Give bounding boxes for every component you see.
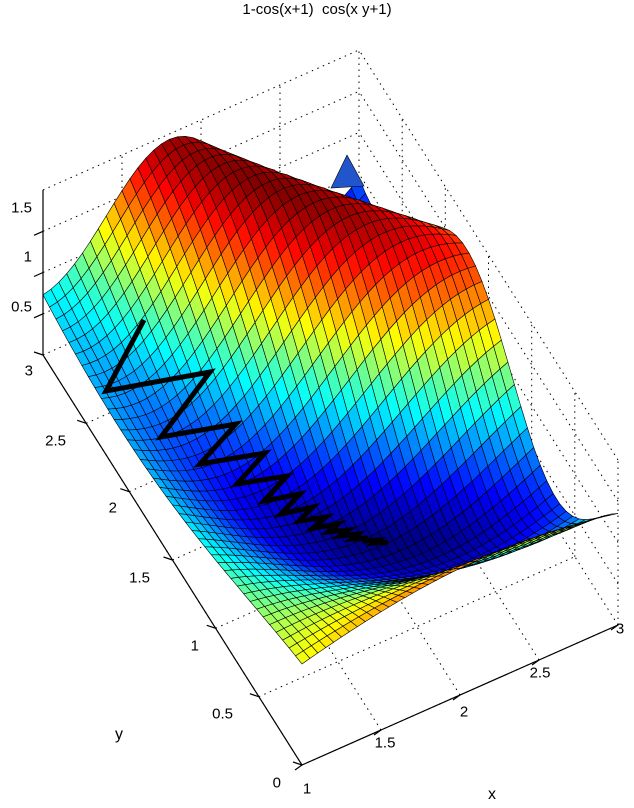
x-tick-label: 1.5 [374, 734, 396, 752]
y-axis-tick [292, 761, 303, 766]
wall-grid-line [42, 90, 360, 232]
blue-peak-marker [330, 154, 365, 189]
wall-grid-line [42, 132, 360, 273]
y-axis-tick [163, 556, 173, 561]
z-axis-tick [33, 271, 44, 278]
x-axis-tick [452, 694, 461, 701]
annotation-layer [101, 154, 389, 547]
y-tick-label: 1 [190, 637, 199, 655]
surface-mesh [42, 135, 619, 665]
y-tick-label: 2 [108, 499, 117, 517]
x-tick-label: 2 [459, 703, 469, 721]
y-axis-tick [249, 693, 259, 698]
z-axis-tick [33, 230, 44, 236]
x-tick-label: 3 [615, 620, 625, 638]
y-tick-label: 1.5 [129, 569, 150, 587]
page-title: 1-cos(x+1) cos(x y+1) [242, 1, 392, 18]
axis-lines [33, 190, 619, 771]
y-axis-tick [33, 351, 44, 356]
surface-patch [295, 650, 311, 665]
wall-grid-line [42, 49, 360, 191]
y-axis-tick [77, 419, 87, 424]
y-tick-label: 3 [24, 362, 33, 380]
floor-grid-line [258, 556, 576, 698]
y-tick-label: 0.5 [212, 705, 233, 723]
y-axis-label: y [115, 726, 123, 743]
y-tick-label: 0 [272, 774, 281, 792]
y-axis-tick [120, 488, 130, 493]
x-axis-tick [531, 659, 540, 666]
x-axis-tick [373, 729, 382, 736]
z-axis-tick [33, 313, 44, 319]
x-axis-label: x [488, 786, 496, 803]
y-tick-label: 2.5 [45, 432, 66, 450]
y-axis-tick [206, 624, 216, 629]
optimization-path [101, 318, 389, 547]
z-tick-label: 1.5 [11, 199, 32, 217]
x-axis-tick [610, 624, 619, 631]
z-tick-label: 1 [23, 248, 32, 266]
x-axis-tick [294, 764, 303, 771]
z-tick-label: 0.5 [11, 298, 32, 316]
x-tick-label: 2.5 [529, 664, 551, 682]
x-tick-label: 1 [302, 780, 312, 798]
